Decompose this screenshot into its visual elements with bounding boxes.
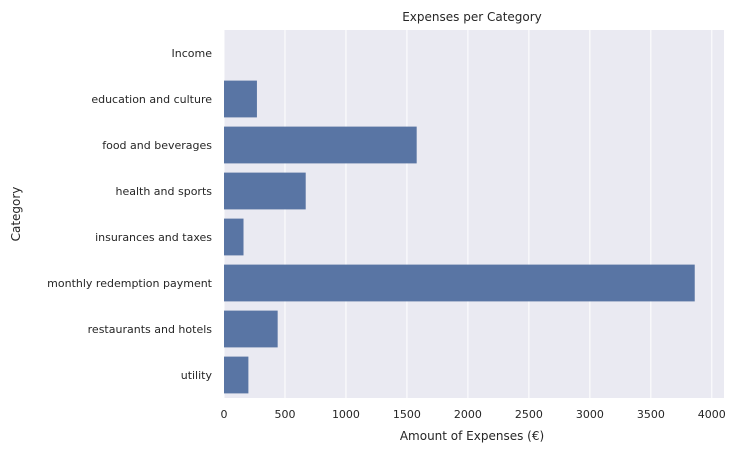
- bar: [224, 80, 257, 118]
- x-tick-label: 3000: [576, 408, 604, 421]
- x-tick-label: 2000: [454, 408, 482, 421]
- plot-background: [224, 30, 724, 398]
- bar: [224, 310, 278, 348]
- x-tick-label: 2500: [515, 408, 543, 421]
- bar: [224, 356, 249, 394]
- category-tick-label: utility: [181, 369, 213, 382]
- category-tick-label: monthly redemption payment: [47, 277, 213, 290]
- bar: [224, 126, 417, 164]
- bar: [224, 172, 306, 210]
- x-axis-label: Amount of Expenses (€): [400, 429, 544, 443]
- x-tick-label: 1000: [332, 408, 360, 421]
- category-tick-label: insurances and taxes: [95, 231, 212, 244]
- bar: [224, 218, 244, 256]
- category-tick-label: restaurants and hotels: [88, 323, 213, 336]
- x-tick-label: 500: [274, 408, 295, 421]
- x-tick-label: 3500: [637, 408, 665, 421]
- x-tick-label: 1500: [393, 408, 421, 421]
- grid-lines: [223, 30, 713, 398]
- x-tick-label: 4000: [698, 408, 726, 421]
- x-tick-label: 0: [221, 408, 228, 421]
- category-tick-labels: Income education and culture food and beve…: [47, 47, 213, 382]
- bar: [224, 264, 695, 302]
- x-tick-labels: 0 500 1000 1500 2000 2500 3000 3500 4000: [221, 408, 726, 421]
- chart-title: Expenses per Category: [402, 10, 542, 24]
- y-axis-label: Category: [9, 187, 23, 242]
- bars: [224, 80, 695, 394]
- category-tick-label: food and beverages: [102, 139, 212, 152]
- category-tick-label: education and culture: [91, 93, 212, 106]
- category-tick-label: Income: [172, 47, 213, 60]
- category-tick-label: health and sports: [115, 185, 212, 198]
